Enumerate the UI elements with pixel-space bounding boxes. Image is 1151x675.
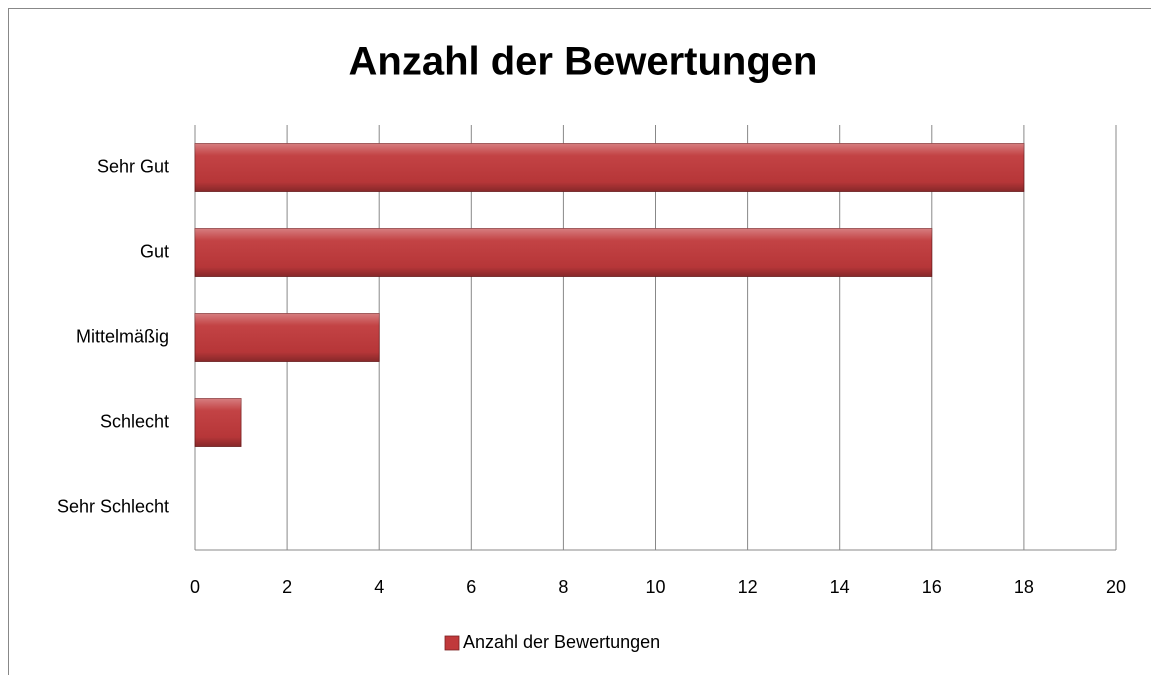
chart-title: Anzahl der Bewertungen [349, 40, 818, 84]
x-tick-label: 18 [1014, 577, 1034, 597]
y-tick-label: Sehr Schlecht [57, 496, 169, 516]
x-tick-label: 16 [922, 577, 942, 597]
x-tick-label: 20 [1106, 577, 1126, 597]
bar-shade [195, 398, 242, 447]
x-tick-label: 2 [282, 577, 292, 597]
bar-shade [195, 228, 932, 277]
x-tick-label: 14 [830, 577, 850, 597]
x-tick-label: 12 [738, 577, 758, 597]
y-tick-label: Schlecht [100, 411, 169, 431]
x-tick-label: 8 [558, 577, 568, 597]
y-tick-label: Gut [140, 241, 169, 261]
x-tick-label: 10 [645, 577, 665, 597]
bar-shade [195, 143, 1024, 192]
x-tick-label: 0 [190, 577, 200, 597]
x-tick-label: 6 [466, 577, 476, 597]
y-tick-label: Sehr Gut [97, 156, 169, 176]
bar-shade [195, 313, 380, 362]
legend-label: Anzahl der Bewertungen [463, 632, 660, 652]
chart-border [8, 8, 1151, 675]
x-tick-label: 4 [374, 577, 384, 597]
legend-swatch [444, 635, 460, 651]
y-tick-label: Mittelmäßig [76, 326, 169, 346]
